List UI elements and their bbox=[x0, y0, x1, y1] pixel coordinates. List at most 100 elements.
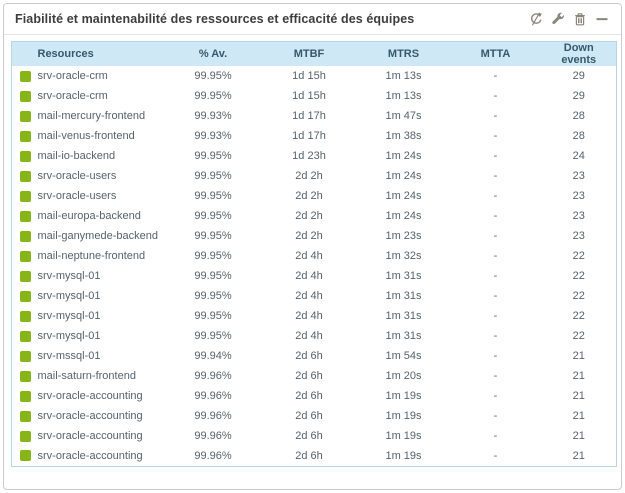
status-cell bbox=[11, 166, 38, 186]
availability-value: 99.95% bbox=[165, 206, 261, 226]
table-row: srv-oracle-accounting 99.96% 2d 6h 1m 19s -2… bbox=[11, 386, 617, 406]
availability-value: 99.95% bbox=[165, 66, 261, 86]
column-header-down-events[interactable]: Down events bbox=[541, 41, 617, 66]
resource-name[interactable]: srv-mysql-01 bbox=[37, 306, 166, 326]
availability-value: 99.94% bbox=[165, 346, 261, 366]
status-up-icon bbox=[20, 410, 31, 422]
down-events-value: 22 bbox=[541, 326, 617, 346]
availability-value: 99.93% bbox=[165, 126, 261, 146]
table-row: srv-mssql-01 99.94% 2d 6h 1m 54s -21 bbox=[11, 346, 617, 366]
status-up-icon bbox=[20, 270, 31, 282]
down-events-value: 21 bbox=[541, 366, 617, 386]
status-cell bbox=[11, 286, 38, 306]
mtta-value: - bbox=[449, 366, 542, 386]
column-header-mtta[interactable]: MTTA bbox=[449, 41, 542, 66]
mtbf-value: 2d 4h bbox=[260, 266, 358, 286]
mtta-value: - bbox=[449, 386, 542, 406]
down-events-value: 21 bbox=[541, 426, 617, 446]
status-up-icon bbox=[20, 170, 31, 182]
resource-name[interactable]: srv-oracle-crm bbox=[37, 66, 166, 86]
down-events-value: 22 bbox=[541, 306, 617, 326]
resource-name[interactable]: srv-oracle-accounting bbox=[37, 426, 166, 446]
trash-icon[interactable] bbox=[572, 12, 587, 27]
mtrs-value: 1m 54s bbox=[357, 346, 450, 366]
resource-name[interactable]: mail-europa-backend bbox=[37, 206, 166, 226]
availability-value: 99.96% bbox=[165, 406, 261, 426]
down-events-value: 28 bbox=[541, 126, 617, 146]
table-row: srv-oracle-users 99.95% 2d 2h 1m 24s -23 bbox=[11, 166, 617, 186]
table-row: srv-oracle-accounting 99.96% 2d 6h 1m 19s -2… bbox=[11, 446, 617, 466]
resource-name[interactable]: srv-mysql-01 bbox=[37, 326, 166, 346]
resource-name[interactable]: srv-mysql-01 bbox=[37, 286, 166, 306]
column-header-mtbf[interactable]: MTBF bbox=[260, 41, 358, 66]
resource-name[interactable]: mail-neptune-frontend bbox=[37, 246, 166, 266]
table-row: mail-ganymede-backend 99.95% 2d 2h 1m 23s -2… bbox=[11, 226, 617, 246]
availability-value: 99.95% bbox=[165, 266, 261, 286]
mtta-value: - bbox=[449, 426, 542, 446]
widget-body: Resources % Av. MTBF MTRS MTTA Down even… bbox=[4, 35, 621, 483]
resource-name[interactable]: srv-oracle-users bbox=[37, 166, 166, 186]
minus-icon[interactable] bbox=[594, 12, 609, 27]
mtbf-value: 2d 4h bbox=[260, 286, 358, 306]
mtrs-value: 1m 31s bbox=[357, 306, 450, 326]
down-events-value: 24 bbox=[541, 146, 617, 166]
widget-actions bbox=[528, 12, 609, 27]
widget-title: Fiabilité et maintenabilité des ressourc… bbox=[15, 12, 415, 26]
mtrs-value: 1m 24s bbox=[357, 186, 450, 206]
table-row: srv-oracle-users 99.95% 2d 2h 1m 24s -23 bbox=[11, 186, 617, 206]
status-up-icon bbox=[20, 290, 31, 302]
mtta-value: - bbox=[449, 326, 542, 346]
mtbf-value: 2d 6h bbox=[260, 426, 358, 446]
wrench-icon[interactable] bbox=[550, 12, 565, 27]
resource-name[interactable]: mail-ganymede-backend bbox=[37, 226, 166, 246]
column-header-availability[interactable]: % Av. bbox=[165, 41, 261, 66]
down-events-value: 22 bbox=[541, 246, 617, 266]
resource-name[interactable]: mail-saturn-frontend bbox=[37, 366, 166, 386]
resource-name[interactable]: srv-oracle-users bbox=[37, 186, 166, 206]
availability-value: 99.96% bbox=[165, 366, 261, 386]
refresh-icon[interactable] bbox=[528, 12, 543, 27]
resource-name[interactable]: srv-mysql-01 bbox=[37, 266, 166, 286]
status-cell bbox=[11, 86, 38, 106]
table-row: srv-mysql-01 99.95% 2d 4h 1m 31s -22 bbox=[11, 326, 617, 346]
status-up-icon bbox=[20, 350, 31, 362]
mtrs-value: 1m 24s bbox=[357, 206, 450, 226]
status-up-icon bbox=[20, 190, 31, 202]
status-up-icon bbox=[20, 370, 31, 382]
column-header-resources[interactable]: Resources bbox=[37, 41, 166, 66]
down-events-value: 22 bbox=[541, 266, 617, 286]
status-cell bbox=[11, 346, 38, 366]
status-up-icon bbox=[20, 310, 31, 322]
mtbf-value: 2d 2h bbox=[260, 206, 358, 226]
mtbf-value: 1d 15h bbox=[260, 86, 358, 106]
down-events-value: 21 bbox=[541, 346, 617, 366]
column-header-mtrs[interactable]: MTRS bbox=[357, 41, 450, 66]
down-events-value: 23 bbox=[541, 186, 617, 206]
availability-value: 99.93% bbox=[165, 106, 261, 126]
mtrs-value: 1m 19s bbox=[357, 386, 450, 406]
mtbf-value: 2d 4h bbox=[260, 326, 358, 346]
status-cell bbox=[11, 446, 38, 466]
mtta-value: - bbox=[449, 286, 542, 306]
mtbf-value: 2d 2h bbox=[260, 186, 358, 206]
status-up-icon bbox=[20, 110, 31, 122]
mtbf-value: 2d 4h bbox=[260, 306, 358, 326]
resource-name[interactable]: mail-mercury-frontend bbox=[37, 106, 166, 126]
status-cell bbox=[11, 306, 38, 326]
availability-value: 99.95% bbox=[165, 286, 261, 306]
resource-name[interactable]: mail-io-backend bbox=[37, 146, 166, 166]
resource-name[interactable]: srv-oracle-crm bbox=[37, 86, 166, 106]
resource-name[interactable]: srv-mssql-01 bbox=[37, 346, 166, 366]
resource-name[interactable]: mail-venus-frontend bbox=[37, 126, 166, 146]
resource-name[interactable]: srv-oracle-accounting bbox=[37, 386, 166, 406]
status-cell bbox=[11, 426, 38, 446]
mtbf-value: 2d 4h bbox=[260, 246, 358, 266]
resource-name[interactable]: srv-oracle-accounting bbox=[37, 446, 166, 466]
resource-name[interactable]: srv-oracle-accounting bbox=[37, 406, 166, 426]
status-cell bbox=[11, 66, 38, 86]
mtta-value: - bbox=[449, 186, 542, 206]
status-up-icon bbox=[20, 70, 31, 82]
table-row: mail-europa-backend 99.95% 2d 2h 1m 24s -23 bbox=[11, 206, 617, 226]
status-cell bbox=[11, 106, 38, 126]
status-cell bbox=[11, 266, 38, 286]
